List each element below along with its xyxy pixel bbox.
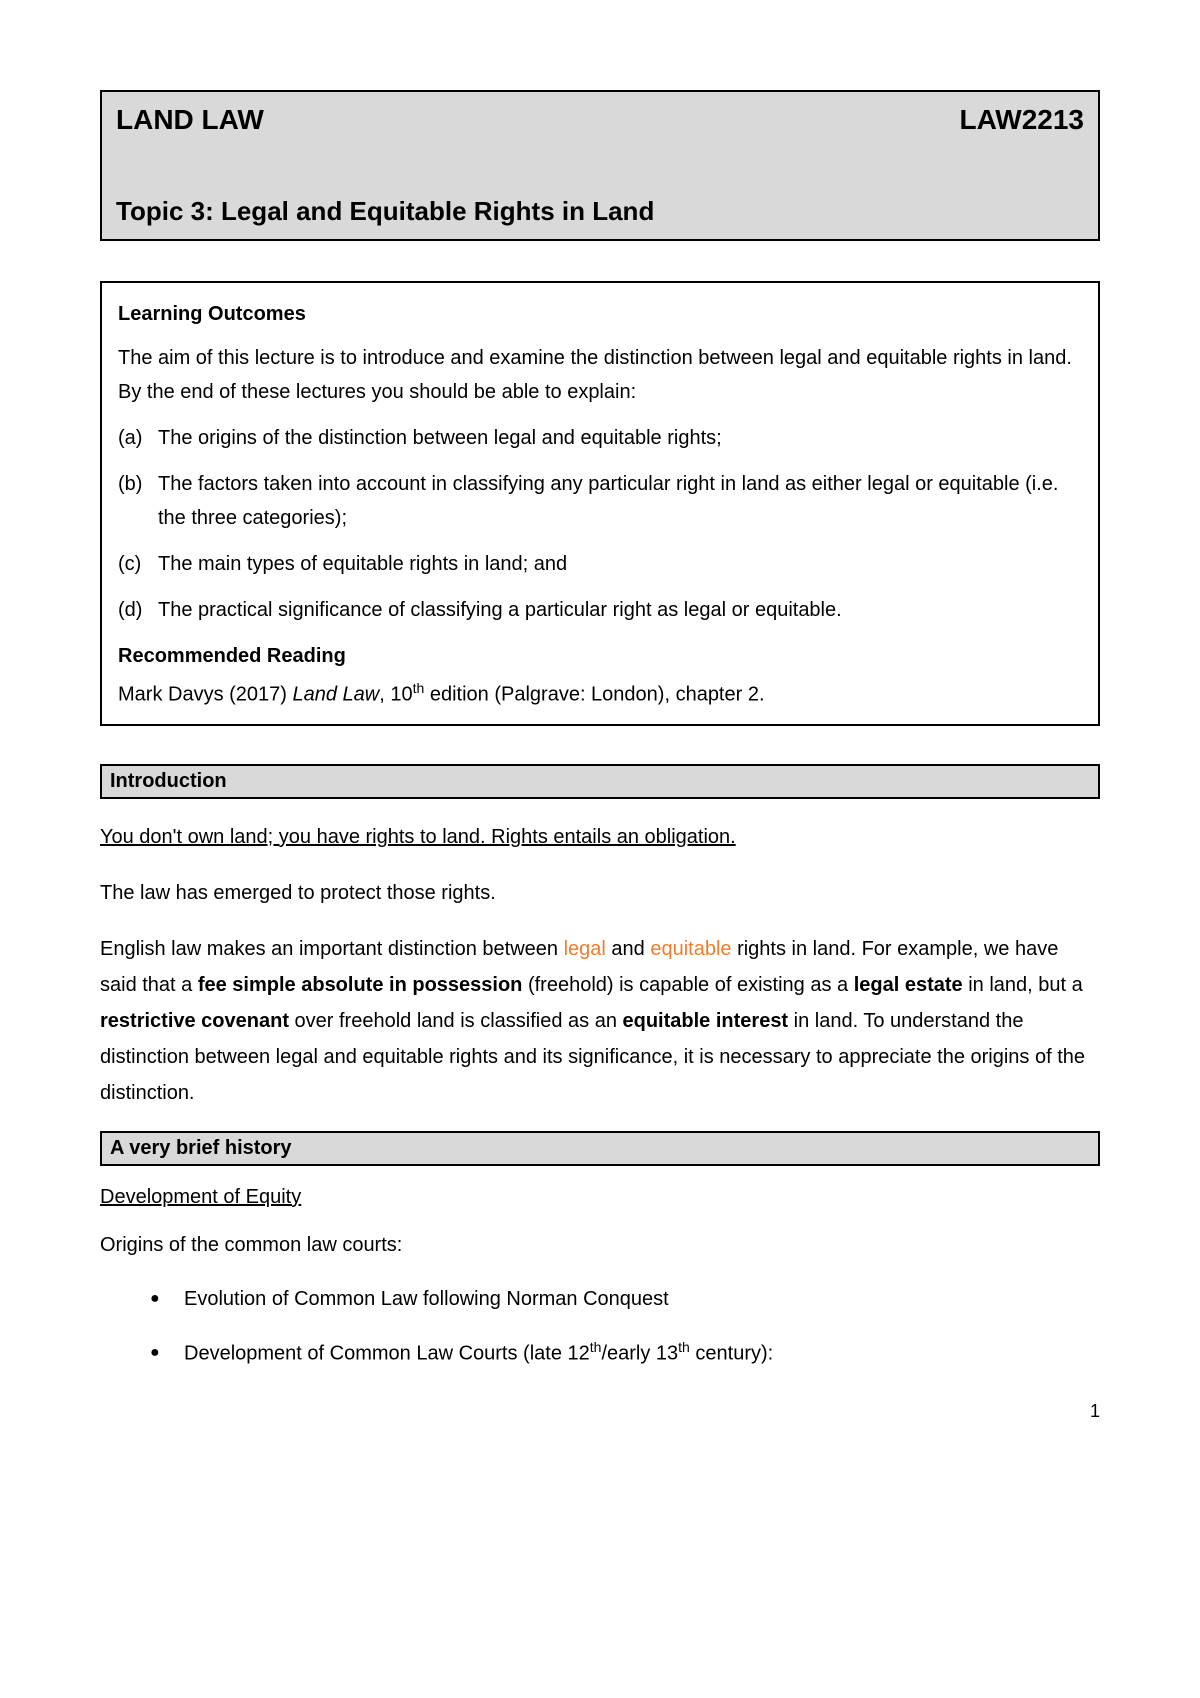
bold-term-fee-simple: fee simple absolute in possession	[198, 974, 523, 996]
list-item: ● Evolution of Common Law following Norm…	[100, 1281, 1100, 1317]
learning-outcomes-box: Learning Outcomes The aim of this lectur…	[100, 281, 1100, 726]
intro-paragraph: English law makes an important distincti…	[100, 931, 1100, 1111]
reading-superscript: th	[413, 680, 425, 696]
origins-intro: Origins of the common law courts:	[100, 1227, 1100, 1263]
bullet-icon: ●	[150, 1281, 184, 1317]
text-fragment: /early 13	[601, 1342, 678, 1364]
text-fragment: in land, but a	[963, 974, 1083, 996]
highlighted-term-equitable: equitable	[650, 938, 731, 960]
outcome-marker: (a)	[118, 421, 158, 455]
reading-tail: edition (Palgrave: London), chapter 2.	[424, 684, 764, 706]
course-name: LAND LAW	[116, 104, 264, 136]
list-item: ● Development of Common Law Courts (late…	[100, 1335, 1100, 1372]
superscript: th	[678, 1339, 690, 1355]
outcome-marker: (d)	[118, 593, 158, 627]
bullet-icon: ●	[150, 1335, 184, 1372]
origins-bullet-list: ● Evolution of Common Law following Norm…	[100, 1281, 1100, 1372]
outcome-marker: (c)	[118, 547, 158, 581]
text-fragment: (freehold) is capable of existing as a	[522, 974, 853, 996]
outcome-marker: (b)	[118, 467, 158, 535]
title-row: LAND LAW LAW2213	[116, 104, 1084, 136]
text-fragment: Development of Common Law Courts (late 1…	[184, 1342, 590, 1364]
course-code: LAW2213	[960, 104, 1085, 136]
text-fragment: English law makes an important distincti…	[100, 938, 564, 960]
outcome-text: The main types of equitable rights in la…	[158, 547, 1082, 581]
outcome-item: (b) The factors taken into account in cl…	[118, 467, 1082, 535]
section-heading-introduction: Introduction	[100, 764, 1100, 799]
reading-title: Land Law	[293, 684, 380, 706]
bold-term-equitable-interest: equitable interest	[623, 1010, 789, 1032]
reading-rest: , 10	[379, 684, 412, 706]
title-header-box: LAND LAW LAW2213 Topic 3: Legal and Equi…	[100, 90, 1100, 241]
text-fragment: over freehold land is classified as an	[289, 1010, 623, 1032]
bold-term-legal-estate: legal estate	[854, 974, 963, 996]
learning-outcomes-intro: The aim of this lecture is to introduce …	[118, 341, 1082, 409]
document-page: LAND LAW LAW2213 Topic 3: Legal and Equi…	[0, 0, 1200, 1462]
text-fragment: and	[606, 938, 650, 960]
topic-title: Topic 3: Legal and Equitable Rights in L…	[116, 196, 1084, 227]
outcome-text: The practical significance of classifyin…	[158, 593, 1082, 627]
outcome-item: (d) The practical significance of classi…	[118, 593, 1082, 627]
bold-term-restrictive-covenant: restrictive covenant	[100, 1010, 289, 1032]
outcome-text: The origins of the distinction between l…	[158, 421, 1082, 455]
recommended-reading-heading: Recommended Reading	[118, 639, 1082, 673]
outcome-item: (c) The main types of equitable rights i…	[118, 547, 1082, 581]
superscript: th	[590, 1339, 602, 1355]
section-heading-history: A very brief history	[100, 1131, 1100, 1166]
intro-line2: The law has emerged to protect those rig…	[100, 875, 1100, 911]
intro-underlined-statement: You don't own land; you have rights to l…	[100, 819, 1100, 855]
bullet-text: Development of Common Law Courts (late 1…	[184, 1335, 773, 1372]
page-number: 1	[100, 1401, 1100, 1422]
bullet-text: Evolution of Common Law following Norman…	[184, 1281, 669, 1317]
reading-author: Mark Davys (2017)	[118, 684, 293, 706]
learning-outcomes-heading: Learning Outcomes	[118, 297, 1082, 331]
text-fragment: century):	[690, 1342, 773, 1364]
subheading-development-equity: Development of Equity	[100, 1186, 1100, 1209]
outcome-item: (a) The origins of the distinction betwe…	[118, 421, 1082, 455]
recommended-reading-text: Mark Davys (2017) Land Law, 10th edition…	[118, 677, 1082, 712]
highlighted-term-legal: legal	[564, 938, 606, 960]
outcome-text: The factors taken into account in classi…	[158, 467, 1082, 535]
